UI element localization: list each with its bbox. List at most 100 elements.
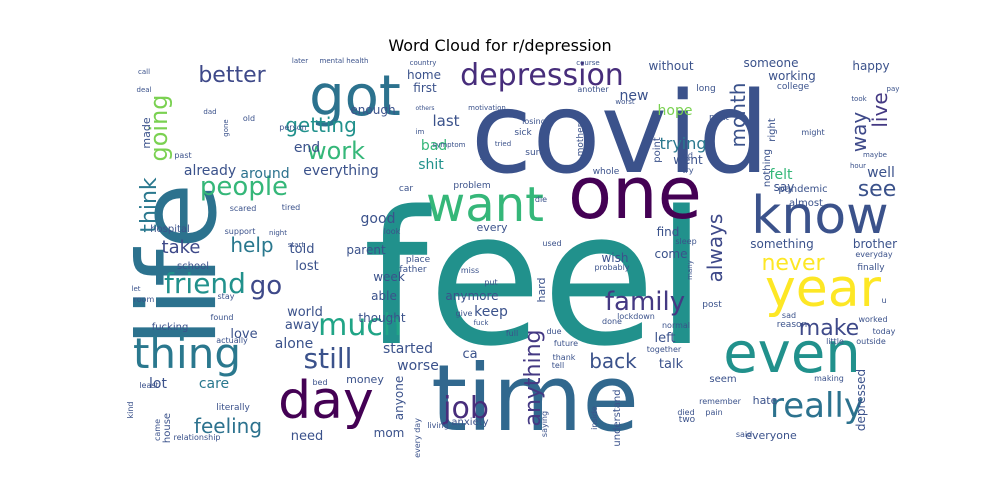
word-well: well — [867, 165, 895, 181]
word-shit: shit — [418, 157, 444, 173]
word-seem: seem — [709, 374, 736, 385]
word-together: together — [647, 345, 682, 354]
word-started: started — [383, 341, 433, 357]
word-college: college — [777, 82, 810, 92]
word-hope: hope — [658, 103, 693, 119]
word-people: people — [200, 172, 288, 202]
word-wanted: wanted — [478, 134, 486, 160]
word-night: night — [269, 229, 287, 237]
word-made: made — [140, 117, 153, 148]
word-thing: thing — [133, 329, 241, 378]
word-without: without — [648, 59, 693, 73]
word-reason: reason — [777, 320, 807, 330]
word-worse: worse — [397, 358, 439, 374]
word-mental-health: mental health — [320, 57, 369, 65]
word-enough: enough — [350, 103, 395, 117]
word-person: person — [279, 123, 306, 132]
word-living: living — [427, 421, 449, 430]
word-saying: saying — [540, 411, 549, 437]
word-ca: ca — [462, 347, 477, 362]
word-said: said — [736, 430, 752, 439]
word-happy: happy — [852, 59, 889, 73]
word-went: went — [673, 153, 703, 167]
word-point: point — [652, 137, 663, 163]
word-told: told — [290, 242, 315, 257]
word-much: much — [318, 308, 402, 343]
word-month: month — [726, 83, 750, 148]
word-others: others — [415, 105, 434, 112]
word-pay: pay — [887, 85, 900, 93]
word-hate: hate — [753, 394, 778, 407]
word-lot: lot — [149, 376, 167, 392]
word-scared: scared — [230, 204, 257, 213]
word-everyday: everyday — [855, 250, 893, 259]
word-want: want — [426, 177, 544, 233]
word-sleep: sleep — [675, 237, 696, 246]
word-got: got — [309, 64, 401, 129]
word-two: two — [679, 415, 696, 425]
word-trying: trying — [659, 134, 706, 153]
word-room: room — [134, 295, 155, 304]
word-tell: tell — [552, 361, 565, 370]
word-stay: stay — [218, 292, 235, 301]
word-family: family — [605, 287, 685, 317]
word-normal: normal — [662, 321, 690, 330]
word-old: old — [243, 114, 255, 123]
word-anxiety: anxiety — [451, 417, 488, 428]
word-need: need — [291, 429, 324, 444]
word-never: never — [761, 251, 825, 276]
word-anyone: anyone — [392, 376, 406, 420]
word-sure: sure — [525, 148, 545, 158]
word-today: today — [873, 327, 896, 336]
word-gone: gone — [222, 119, 230, 136]
word-hospital: hospital — [150, 224, 190, 235]
word-symptom: symptom — [433, 141, 466, 149]
word-friend: friend — [164, 267, 246, 300]
word-place: place — [406, 255, 431, 265]
word-fuck: fuck — [474, 319, 490, 327]
word-give: give — [456, 309, 473, 318]
word-anything: anything — [521, 329, 546, 426]
word-past: past — [174, 151, 191, 160]
word-right: right — [767, 118, 778, 142]
word-good: good — [361, 211, 396, 227]
word-house: house — [162, 413, 173, 443]
word-finally: finally — [857, 263, 885, 273]
word-feeling: feeling — [194, 414, 262, 438]
word-job: job — [442, 391, 489, 426]
word-least: least — [139, 381, 158, 390]
word-died: died — [677, 408, 694, 417]
word-depression: depression — [460, 58, 624, 93]
word-think: think — [137, 177, 162, 233]
word-worst: worst — [615, 98, 635, 106]
word-go: go — [250, 271, 282, 301]
word-new: new — [620, 88, 649, 104]
word-every: every — [476, 221, 508, 234]
word-kid: kid — [681, 151, 693, 160]
word-thought: thought — [358, 311, 405, 325]
word-future: future — [554, 339, 578, 348]
word-already: already — [184, 163, 236, 179]
word-came: came — [153, 419, 162, 441]
word-brother: brother — [853, 237, 897, 251]
word-home: home — [407, 68, 441, 82]
word-many: many — [686, 260, 694, 280]
word-thank: thank — [553, 353, 576, 362]
word-year: year — [765, 259, 882, 319]
word-used: used — [542, 239, 561, 248]
word-remember: remember — [699, 397, 742, 406]
word-nothing: nothing — [762, 149, 773, 187]
word-help: help — [230, 233, 273, 257]
word-mother: mother — [576, 123, 586, 156]
word-care: care — [199, 376, 229, 392]
word-full: full — [506, 329, 518, 338]
word-know: know — [751, 186, 888, 246]
word-work: work — [307, 137, 365, 165]
word-someone: someone — [744, 56, 799, 70]
word-maybe: maybe — [863, 151, 887, 159]
word-way: way — [847, 112, 871, 153]
word-always: always — [703, 214, 727, 283]
word-day: day — [278, 371, 374, 431]
word-look: look — [384, 227, 401, 236]
word-father: father — [399, 265, 426, 275]
